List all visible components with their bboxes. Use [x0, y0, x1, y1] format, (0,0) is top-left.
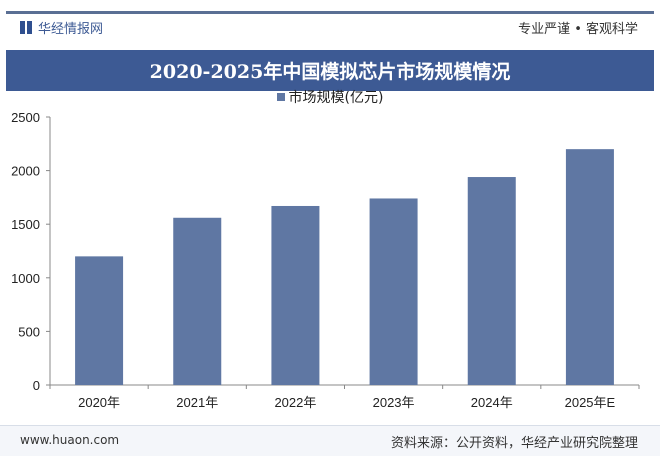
x-tick-label: 2020年 [78, 395, 120, 410]
chart-title: 2020-2025年中国模拟芯片市场规模情况 [6, 50, 654, 91]
footer-source: 资料来源：公开资料，华经产业研究院整理 [390, 436, 638, 451]
bar [173, 217, 222, 385]
y-tick-label: 1000 [11, 271, 40, 286]
footer-url: www.huaon.com [20, 433, 120, 447]
legend: 市场规模(亿元) [0, 87, 660, 107]
footer-band [0, 425, 660, 456]
x-tick-label: 2023年 [373, 395, 415, 410]
x-tick-label: 2024年 [471, 395, 513, 410]
x-tick-label: 2022年 [274, 395, 316, 410]
bar [271, 205, 320, 385]
x-tick-label: 2021年 [176, 395, 218, 410]
bar [75, 256, 124, 385]
bar-chart: 0 500 1000 1500 2000 2500 2020年 2021年 2022年 2023年… [11, 110, 640, 410]
legend-label: 市场规模(亿元) [288, 90, 384, 106]
y-tick-label: 2500 [11, 110, 40, 125]
bar [565, 149, 614, 385]
y-tick-label: 2000 [11, 164, 40, 179]
top-divider [6, 11, 654, 14]
brand-name: 华经情报网 [38, 22, 104, 37]
bar [369, 198, 418, 385]
slogan: 专业严谨 • 客观科学 [518, 22, 638, 37]
bar [467, 177, 516, 385]
brand-logo-icon [20, 21, 32, 34]
x-tick-label: 2025年E [565, 395, 616, 410]
legend-swatch [276, 93, 285, 101]
y-tick-label: 500 [18, 324, 40, 339]
brand: 华经情报网 [20, 18, 103, 37]
y-tick-label: 0 [33, 378, 40, 393]
y-tick-label: 1500 [11, 217, 40, 232]
